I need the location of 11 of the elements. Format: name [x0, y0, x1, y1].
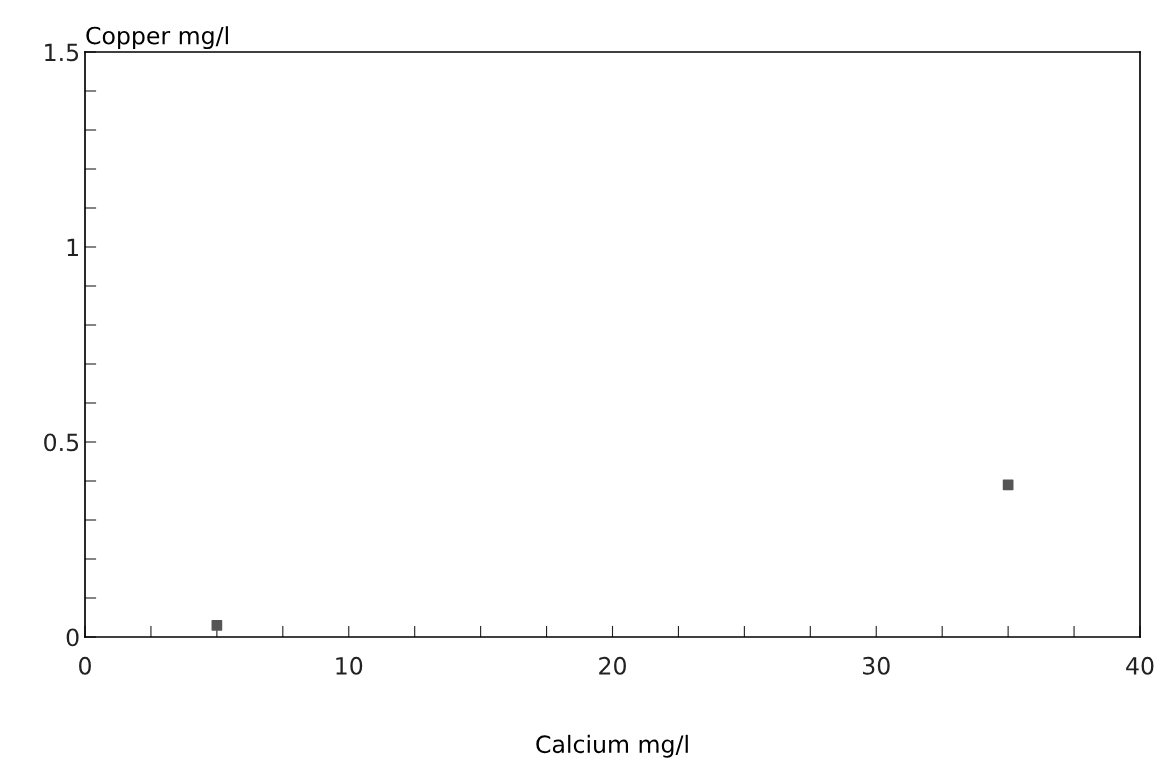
x-tick-label: 40: [1126, 656, 1154, 675]
y-tick-label: 0: [66, 628, 79, 647]
y-axis-title: Copper mg/l: [86, 26, 228, 50]
x-tick-label: 20: [599, 656, 626, 675]
x-tick-label: 30: [863, 656, 890, 675]
x-axis-title: Calcium mg/l: [536, 734, 688, 758]
y-tick-label: 1.5: [45, 43, 79, 62]
x-tick-label: 0: [79, 656, 91, 675]
y-tick-label: 1: [67, 238, 78, 256]
x-tick-label: 10: [336, 656, 363, 675]
y-tick-label: 0.5: [44, 433, 79, 452]
